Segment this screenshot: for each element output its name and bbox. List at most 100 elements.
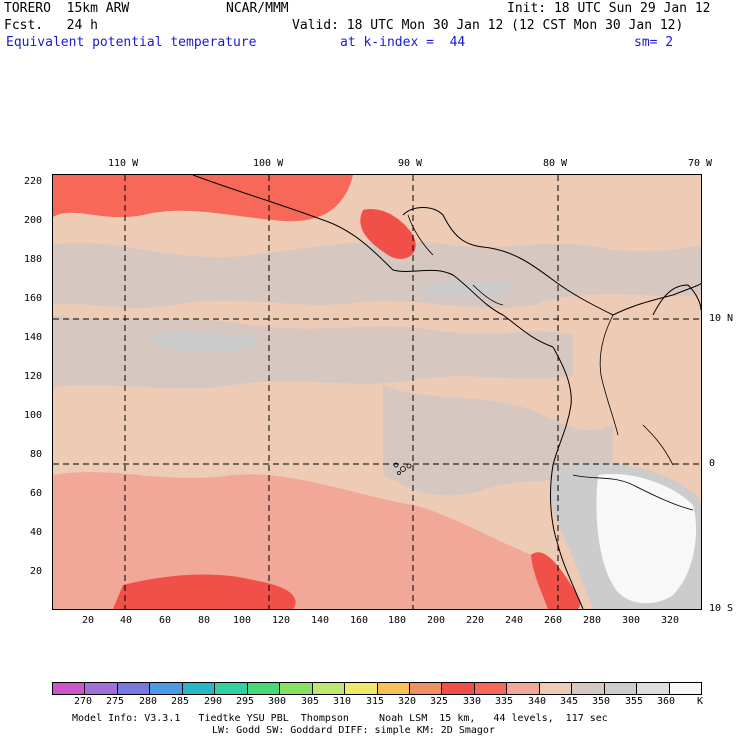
y-label-20: 20 [30,566,43,577]
x-label-240: 240 [505,615,524,626]
mexico-coast [192,175,394,271]
cb-label-300: 300 [268,696,287,707]
colorbar-segment-9 [345,683,378,694]
cb-unit: K [697,696,704,707]
colorbar-segment-15 [539,683,573,694]
grey-band-south [383,385,613,496]
x-label-80: 80 [198,615,211,626]
colorbar-segment-12 [442,683,475,694]
cb-label-285: 285 [171,696,190,707]
theta-e-field [53,175,701,609]
cb-label-335: 335 [495,696,514,707]
border-3 [599,314,619,436]
amazon-white [596,474,697,604]
map-panel [52,174,702,610]
y-label-200: 200 [24,215,43,226]
cb-label-275: 275 [106,696,125,707]
model-info: Model Info: V3.3.1 Tiedtke YSU PBL Thomp… [72,713,608,724]
latlon-grid [53,175,701,609]
colorbar-segment-19 [669,683,702,694]
colorbar-segment-4 [182,683,216,694]
physics-info: LW: Godd SW: Goddard DIFF: simple KM: 2D… [212,725,495,736]
cb-label-330: 330 [463,696,482,707]
central-america-coast [392,269,554,348]
y-label-80: 80 [30,449,43,460]
y-label-220: 220 [24,176,43,187]
red-nw [53,175,353,222]
x-label-120: 120 [272,615,291,626]
colorbar-segment-0 [53,683,86,694]
salmon-south [53,472,573,609]
colorbar-segment-16 [572,683,605,694]
x-label-100: 100 [233,615,252,626]
cb-label-305: 305 [301,696,320,707]
border-2 [472,284,504,306]
colorbar [52,682,702,695]
lat-label-10s: 10 S [709,603,734,614]
cb-label-290: 290 [204,696,223,707]
cb-label-355: 355 [625,696,644,707]
cb-label-320: 320 [398,696,417,707]
colorbar-segment-2 [117,683,151,694]
caribbean-coast [402,207,614,316]
grey-band-north [53,241,701,308]
cb-label-325: 325 [430,696,449,707]
x-label-140: 140 [311,615,330,626]
colorbar-segment-18 [637,683,670,694]
colorbar-segment-3 [150,683,183,694]
colorbar-segment-10 [377,683,410,694]
x-label-180: 180 [388,615,407,626]
colorbar-segment-1 [85,683,118,694]
colorbar-segment-5 [215,683,248,694]
y-label-60: 60 [30,488,43,499]
level-label: at k-index = 44 [340,35,466,50]
x-label-160: 160 [350,615,369,626]
model-title: TORERO 15km ARW [4,1,130,16]
colorbar-segment-13 [474,683,508,694]
x-label-280: 280 [583,615,602,626]
lon-label-80w: 80 W [543,158,568,169]
valid-time: Valid: 18 UTC Mon 30 Jan 12 (12 CST Mon … [292,18,684,33]
lon-label-90w: 90 W [398,158,423,169]
border-4 [572,474,694,511]
cb-label-360: 360 [657,696,676,707]
lat-label-0: 0 [709,458,716,469]
y-label-120: 120 [24,371,43,382]
red-south-coast [113,574,296,609]
y-label-40: 40 [30,527,43,538]
venezuela-coast [652,284,701,316]
x-label-60: 60 [159,615,172,626]
field-name: Equivalent potential temperature [6,35,257,50]
y-label-100: 100 [24,410,43,421]
colorbar-segment-6 [247,683,281,694]
cb-label-295: 295 [236,696,255,707]
border-5 [642,424,674,466]
colorbar-segment-11 [409,683,443,694]
red-peru [531,552,580,609]
x-label-300: 300 [622,615,641,626]
x-label-20: 20 [82,615,95,626]
x-label-40: 40 [120,615,133,626]
cb-label-345: 345 [560,696,579,707]
x-label-320: 320 [661,615,680,626]
cb-label-280: 280 [139,696,158,707]
borders [407,214,694,511]
y-label-140: 140 [24,332,43,343]
colorbar-segment-14 [507,683,540,694]
colorbar-segment-8 [312,683,346,694]
colorbar-segment-17 [604,683,638,694]
x-label-260: 260 [544,615,563,626]
smoothing-label: sm= 2 [634,35,674,50]
red-gulf [360,209,416,259]
grey-patches [152,279,515,352]
init-time: Init: 18 UTC Sun 29 Jan 12 [507,1,711,16]
lat-label-10n: 10 N [709,313,734,324]
sa-west-coast [550,346,584,609]
coastlines [192,175,701,609]
cb-label-315: 315 [366,696,385,707]
sa-north-coast [612,282,701,316]
lon-label-100w: 100 W [253,158,284,169]
lon-label-70w: 70 W [688,158,713,169]
colorbar-segment-7 [280,683,313,694]
organization-label: NCAR/MMM [226,1,289,16]
